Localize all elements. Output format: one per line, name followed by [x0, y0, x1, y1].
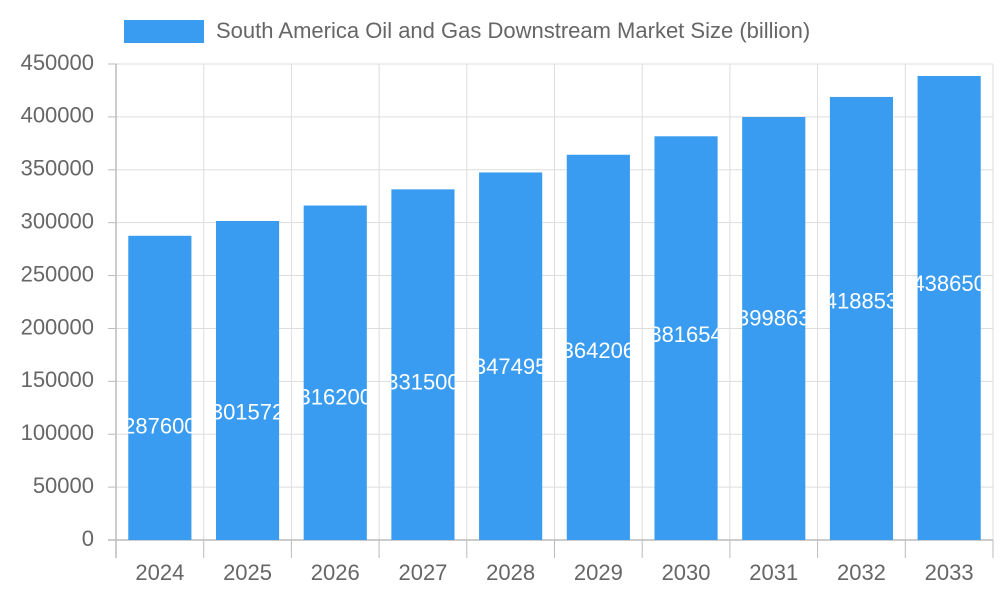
y-tick-label: 0 [82, 526, 94, 551]
y-tick-label: 250000 [21, 261, 94, 286]
data-label: 301572 [211, 399, 284, 424]
x-tick-label: 2033 [925, 560, 974, 585]
data-label: 316200 [299, 385, 372, 410]
data-label: 287600 [123, 414, 196, 439]
data-label: 347495 [474, 354, 547, 379]
bar [742, 117, 806, 540]
bar [391, 189, 455, 540]
x-tick-label: 2030 [662, 560, 711, 585]
y-tick-label: 150000 [21, 367, 94, 392]
data-label: 399863 [737, 305, 810, 330]
x-tick-label: 2028 [486, 560, 535, 585]
y-tick-label: 200000 [21, 314, 94, 339]
data-label: 364206 [562, 338, 635, 363]
y-tick-label: 300000 [21, 208, 94, 233]
bar [215, 221, 280, 540]
legend-label: South America Oil and Gas Downstream Mar… [216, 18, 810, 43]
data-label: 418853 [825, 288, 898, 313]
y-tick-label: 450000 [21, 50, 94, 75]
data-label: 381654 [649, 322, 722, 347]
bar [128, 235, 192, 540]
bar [654, 136, 718, 541]
x-tick-label: 2025 [223, 560, 272, 585]
y-tick-label: 350000 [21, 156, 94, 181]
bar [566, 154, 630, 541]
y-tick-label: 50000 [33, 473, 94, 498]
bar [479, 172, 543, 541]
x-tick-label: 2026 [311, 560, 360, 585]
x-tick-label: 2032 [837, 560, 886, 585]
bar [917, 76, 981, 541]
x-tick-label: 2027 [398, 560, 447, 585]
y-tick-label: 400000 [21, 103, 94, 128]
x-tick-label: 2024 [135, 560, 184, 585]
data-label: 438650 [912, 271, 985, 296]
bar [829, 96, 894, 541]
bar [303, 205, 367, 540]
x-tick-label: 2029 [574, 560, 623, 585]
data-label: 331500 [386, 369, 459, 394]
y-tick-label: 100000 [21, 420, 94, 445]
x-tick-label: 2031 [749, 560, 798, 585]
legend-swatch [124, 20, 204, 43]
